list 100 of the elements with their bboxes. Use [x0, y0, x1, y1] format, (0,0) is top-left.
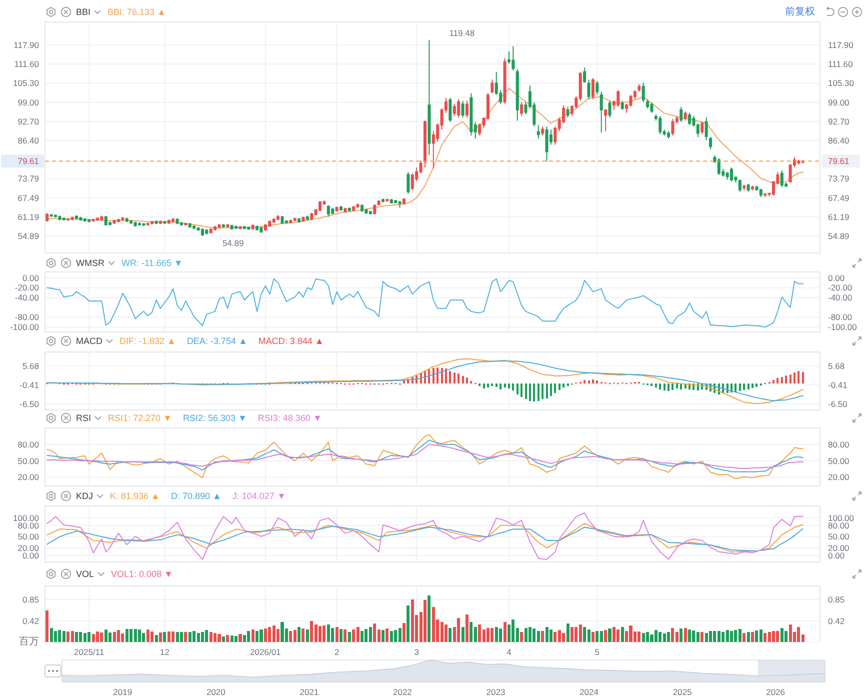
y2-tick-label: 117.90: [828, 40, 854, 50]
candlestick: [58, 215, 62, 221]
bar: [410, 600, 414, 642]
candlestick: [402, 198, 406, 205]
bar: [398, 628, 402, 642]
x-tick-label: 4: [506, 647, 512, 657]
bar: [536, 631, 540, 642]
bar: [394, 630, 398, 642]
bar: [726, 630, 729, 642]
bar: [788, 624, 792, 642]
x-tick-label: 2025/11: [74, 647, 104, 657]
bar: [550, 384, 552, 396]
bar: [200, 632, 204, 642]
x-tick-label: 12: [160, 647, 170, 657]
candlestick: [797, 159, 800, 165]
candlestick: [298, 218, 301, 224]
bar: [713, 631, 716, 642]
candlestick: [604, 109, 608, 132]
bar: [629, 626, 632, 642]
bar: [242, 635, 246, 642]
candlestick: [684, 110, 687, 121]
bar: [584, 380, 586, 384]
bar: [764, 633, 767, 642]
bar: [134, 629, 137, 642]
candlestick: [180, 222, 183, 226]
candlestick: [390, 198, 393, 204]
y-tick-label: -6.50: [20, 398, 40, 409]
x-tick-label: 5: [594, 647, 600, 657]
bar: [465, 614, 468, 642]
candlestick: [583, 66, 586, 84]
candlestick: [150, 220, 154, 225]
bar: [752, 384, 754, 388]
bar: [546, 384, 548, 399]
candlestick: [348, 206, 351, 212]
bar: [533, 384, 536, 402]
bar: [537, 384, 540, 402]
candlestick: [386, 198, 389, 202]
bar: [222, 636, 225, 642]
y-tick-label: 111.60: [14, 59, 40, 70]
bar: [335, 627, 338, 642]
candlestick: [62, 216, 66, 222]
candlestick: [234, 225, 238, 230]
candlestick: [335, 206, 338, 212]
y-tick-label: 100.00: [13, 512, 40, 523]
y2-tick-label: -6.50: [828, 398, 848, 409]
y2-tick-label: 0.85: [828, 594, 845, 604]
bar: [566, 384, 569, 386]
bar: [264, 628, 267, 642]
candlestick: [125, 217, 128, 223]
bar: [444, 624, 448, 642]
candlestick: [310, 212, 314, 220]
bar: [604, 630, 608, 642]
bar: [138, 630, 141, 642]
bar: [188, 632, 192, 642]
bar: [272, 626, 276, 642]
bar: [247, 631, 250, 642]
candlestick: [184, 222, 188, 226]
candlestick: [318, 200, 322, 212]
bar: [658, 632, 662, 642]
y-tick-label: 50.00: [18, 532, 40, 542]
bar: [495, 384, 498, 387]
bar: [256, 631, 259, 642]
bar: [654, 630, 658, 642]
bar: [310, 621, 314, 642]
y-tick-label: 0.00: [22, 272, 40, 283]
candlestick: [302, 216, 305, 222]
candlestick: [646, 98, 650, 109]
candlestick: [344, 207, 347, 214]
x-tick-label: 2019: [113, 687, 132, 697]
bar: [453, 372, 456, 384]
ref-line-label: 79.61: [18, 156, 40, 166]
bar: [167, 632, 170, 642]
candlestick: [242, 225, 246, 230]
bar: [512, 384, 514, 391]
bar: [516, 384, 518, 395]
bar: [302, 628, 305, 642]
candlestick: [331, 208, 334, 215]
bar: [478, 624, 482, 642]
line-series: [46, 88, 804, 229]
bar: [738, 384, 741, 392]
bar: [734, 384, 737, 392]
y-tick-label: -40.00: [14, 292, 40, 303]
candlestick: [356, 203, 360, 208]
candlestick: [306, 215, 309, 221]
candlestick: [700, 122, 704, 135]
bar: [743, 384, 746, 390]
bar: [121, 634, 124, 642]
candlestick: [680, 106, 683, 123]
y-tick-label: -0.41: [20, 380, 40, 390]
bar: [746, 632, 750, 642]
candlestick: [134, 221, 137, 228]
candlestick: [284, 220, 288, 224]
candlestick: [264, 224, 267, 232]
bar: [432, 368, 434, 384]
candlestick: [74, 214, 78, 220]
y2-tick-label: 50.00: [828, 532, 850, 542]
y-tick-label: -80.00: [14, 312, 40, 322]
bar: [756, 384, 758, 387]
x-tick-label: 2021: [300, 687, 319, 697]
bar: [797, 627, 800, 642]
